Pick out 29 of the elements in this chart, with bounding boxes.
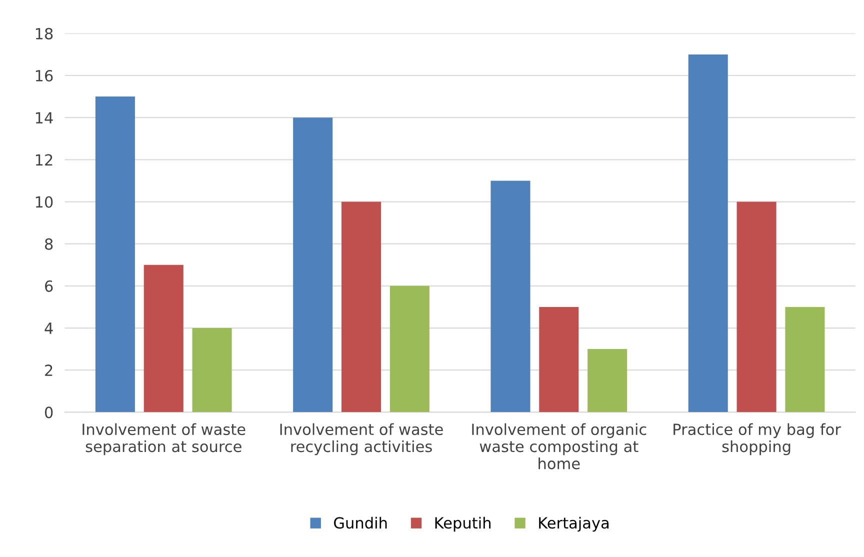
x-tick-label: Involvement of waste recycling activities: [280, 423, 443, 456]
bar: [588, 349, 628, 412]
y-tick-label: 6: [45, 280, 53, 292]
bar: [736, 202, 776, 412]
bar: [192, 328, 232, 412]
bar: [390, 286, 430, 412]
y-tick-label: 12: [36, 154, 52, 166]
bar: [293, 118, 333, 412]
bar: [341, 202, 382, 412]
y-tick-label: 16: [36, 70, 53, 82]
bar: [95, 96, 135, 412]
bar: [490, 180, 530, 412]
y-tick-label: 10: [36, 196, 53, 208]
legend-label: Kertajaya: [539, 516, 609, 532]
y-tick-label: 4: [44, 322, 53, 334]
y-tick-label: 0: [44, 406, 53, 418]
bar: [539, 306, 579, 412]
bar: [144, 264, 184, 412]
y-tick-label: 14: [36, 112, 53, 124]
bar: [785, 306, 825, 412]
y-tick-label: 18: [36, 28, 53, 40]
y-tick-label: 2: [45, 364, 52, 376]
y-tick-label: 8: [45, 238, 53, 250]
x-tick-label: Practice of my bag for shopping: [674, 423, 841, 456]
legend-label: Keputih: [435, 516, 490, 532]
bar: [688, 54, 728, 412]
x-tick-label: Involvement of organic waste composting at home: [472, 423, 646, 470]
legend-label: Gundih: [334, 516, 387, 529]
x-tick-label: Involvement of waste separation at source: [82, 423, 246, 456]
